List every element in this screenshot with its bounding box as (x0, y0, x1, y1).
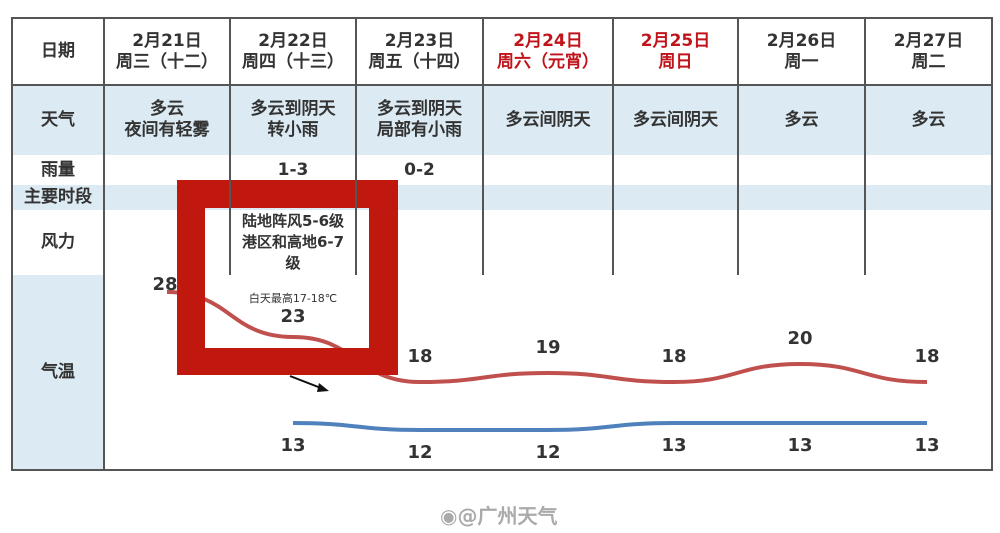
day-date: 2月27日 (893, 30, 964, 51)
cell-rain: 0-2 (404, 159, 435, 180)
cell-weather: 多云间阴天 (613, 85, 738, 155)
grid-line (103, 18, 105, 470)
cell (865, 185, 992, 210)
high-temp-label: 20 (787, 328, 812, 349)
low-temp-label: 13 (661, 435, 686, 456)
low-temp-label: 13 (787, 435, 812, 456)
day-date: 2月26日 (766, 30, 837, 51)
day-date: 2月24日 (513, 30, 583, 51)
low-temp-label: 13 (914, 435, 939, 456)
low-temp-label: 13 (280, 435, 305, 456)
day-week: 周五（十四） (368, 51, 471, 72)
day-date: 2月21日 (132, 30, 202, 51)
cell-weather: 多云间阴天 (483, 85, 613, 155)
day-date: 2月23日 (384, 30, 455, 51)
day-date: 2月22日 (258, 30, 328, 51)
grid-line (355, 18, 357, 275)
row-label-weather: 天气 (12, 85, 104, 155)
grid-line (864, 18, 866, 275)
row-label-date: 日期 (41, 41, 75, 61)
grid-line (11, 18, 13, 470)
high-temp-line (166, 290, 928, 385)
high-temp-label: 18 (661, 346, 686, 367)
grid-line (11, 469, 993, 471)
weibo-icon: ◉ (440, 504, 458, 528)
day-date: 2月25日 (640, 30, 711, 51)
day-header: 2月23日 周五（十四） (356, 18, 483, 85)
cell (613, 185, 738, 210)
day-header: 2月25日 周日 (613, 18, 738, 85)
grid-line (612, 18, 614, 275)
high-temp-label: 18 (407, 346, 432, 367)
day-header: 2月21日 周三（十二） (104, 18, 230, 85)
annotation-text: 白天最高17-18℃ (248, 291, 338, 305)
grid-line (482, 18, 484, 275)
grid-line (11, 84, 993, 86)
cell-rain: 1-3 (277, 159, 309, 180)
high-temp-label: 23 (280, 306, 305, 327)
day-header: 2月22日 周四（十三） (230, 18, 356, 85)
day-header: 2月26日 周一 (738, 18, 865, 85)
high-temp-label: 19 (535, 337, 560, 358)
cell-weather: 多云 (738, 85, 865, 155)
cell (738, 185, 865, 210)
low-temp-label: 12 (407, 442, 432, 463)
cell-wind: 陆地阵风5-6级 港区和高地6-7 级 (241, 212, 345, 272)
day-header: 2月24日 周六（元宵） (483, 18, 613, 85)
row-label-rain: 雨量 (41, 159, 75, 180)
cell (483, 185, 613, 210)
day-week: 周二 (911, 51, 946, 72)
low-temp-line (292, 420, 927, 433)
row-label-wind: 风力 (41, 232, 75, 252)
day-week: 周一 (784, 51, 819, 72)
arrow-head-icon (317, 383, 329, 392)
row-label-temp: 气温 (12, 275, 104, 470)
high-temp-label: 18 (914, 346, 939, 367)
grid-line (11, 17, 993, 19)
day-week: 周三（十二） (116, 51, 218, 72)
grid-line (229, 18, 231, 275)
day-week: 周四（十三） (242, 51, 344, 72)
day-header: 2月27日 周二 (865, 18, 992, 85)
grid-line (737, 18, 739, 275)
low-temp-label: 12 (535, 442, 560, 463)
day-week: 周日 (658, 51, 693, 72)
watermark: ◉@广州天气 (440, 504, 558, 528)
cell-weather: 多云到阴天 局部有小雨 (356, 85, 483, 155)
cell-weather: 多云 (865, 85, 992, 155)
highlight-box (177, 180, 398, 375)
cell-weather: 多云 夜间有轻雾 (104, 85, 230, 155)
day-week: 周六（元宵） (497, 51, 599, 72)
high-temp-label: 28 (152, 274, 177, 295)
grid-line (991, 18, 993, 470)
cell-weather: 多云到阴天 转小雨 (230, 85, 356, 155)
row-label-period: 主要时段 (12, 185, 104, 210)
